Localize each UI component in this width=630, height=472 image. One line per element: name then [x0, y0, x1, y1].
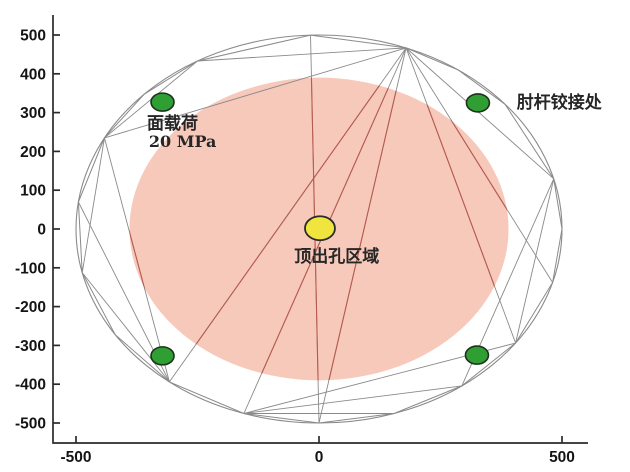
ejector-hole-node	[304, 215, 336, 242]
x-tick-label: -500	[60, 449, 91, 466]
elbow-hinge-node	[150, 346, 175, 366]
y-tick-label: 300	[20, 105, 46, 122]
axes	[52, 15, 588, 444]
ejector-hole-label: 顶出孔区域	[294, 246, 379, 267]
y-tick-label: 100	[20, 183, 46, 200]
elbow-hinge-node	[465, 93, 491, 113]
elbow-hinge-label: 肘杆铰接处	[517, 92, 603, 113]
outer-boundary-polygon	[77, 34, 563, 424]
y-tick-label: 500	[20, 28, 46, 45]
elbow-hinge-markers	[150, 92, 491, 366]
y-tick-label: 0	[37, 222, 46, 239]
y-tick-label: 200	[20, 144, 46, 161]
y-tick-label: -300	[15, 338, 46, 355]
x-tick-labels: -500 0 500	[60, 449, 574, 466]
x-tick-label: 0	[315, 449, 324, 466]
elbow-hinge-node	[150, 92, 175, 112]
y-tick-label: 400	[20, 66, 46, 83]
surface-load-value: 20 MPa	[149, 132, 217, 151]
elbow-hinge-node	[464, 345, 490, 365]
x-tick-label: 500	[549, 449, 575, 466]
y-tick-label: -100	[15, 260, 46, 277]
y-tick-label: -200	[15, 299, 46, 316]
y-tick-labels: 500 400 300 200 100 0 -100 -200 -300 -400 -500	[15, 28, 46, 433]
y-tick-label: -400	[15, 377, 46, 394]
y-tick-label: -500	[15, 416, 46, 433]
surface-load-label: 面载荷	[147, 113, 198, 134]
